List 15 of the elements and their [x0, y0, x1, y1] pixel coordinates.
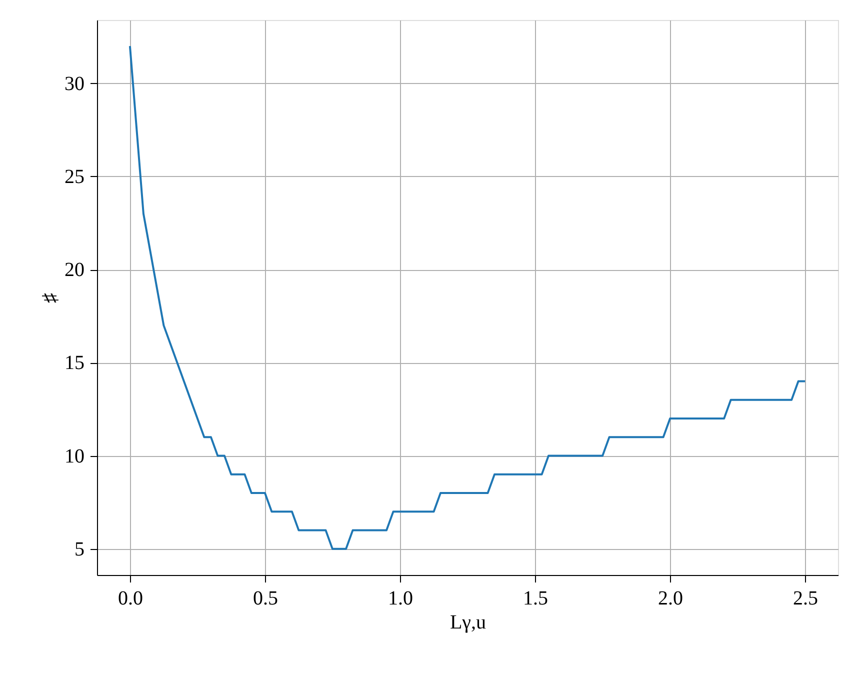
- x-tick-label: 2.5: [793, 588, 818, 610]
- x-axis-title: Lγ,u: [450, 612, 486, 634]
- x-tick-label: 2.0: [658, 588, 684, 610]
- line-series: [128, 45, 806, 550]
- x-tick-label: 0.5: [252, 588, 278, 610]
- y-tick-label: 30: [64, 72, 84, 95]
- y-axis-title: ♯: [40, 293, 62, 303]
- y-tick-label: 5: [74, 538, 84, 560]
- y-tick-label: 25: [64, 166, 84, 188]
- y-tick-label: 20: [64, 259, 84, 282]
- y-tick-label: 15: [64, 352, 84, 374]
- x-tick-label: 1.0: [388, 588, 413, 610]
- x-tick-label: 0.0: [118, 588, 143, 610]
- x-tick-label: 1.5: [523, 588, 548, 610]
- y-tick-label: 10: [64, 445, 84, 468]
